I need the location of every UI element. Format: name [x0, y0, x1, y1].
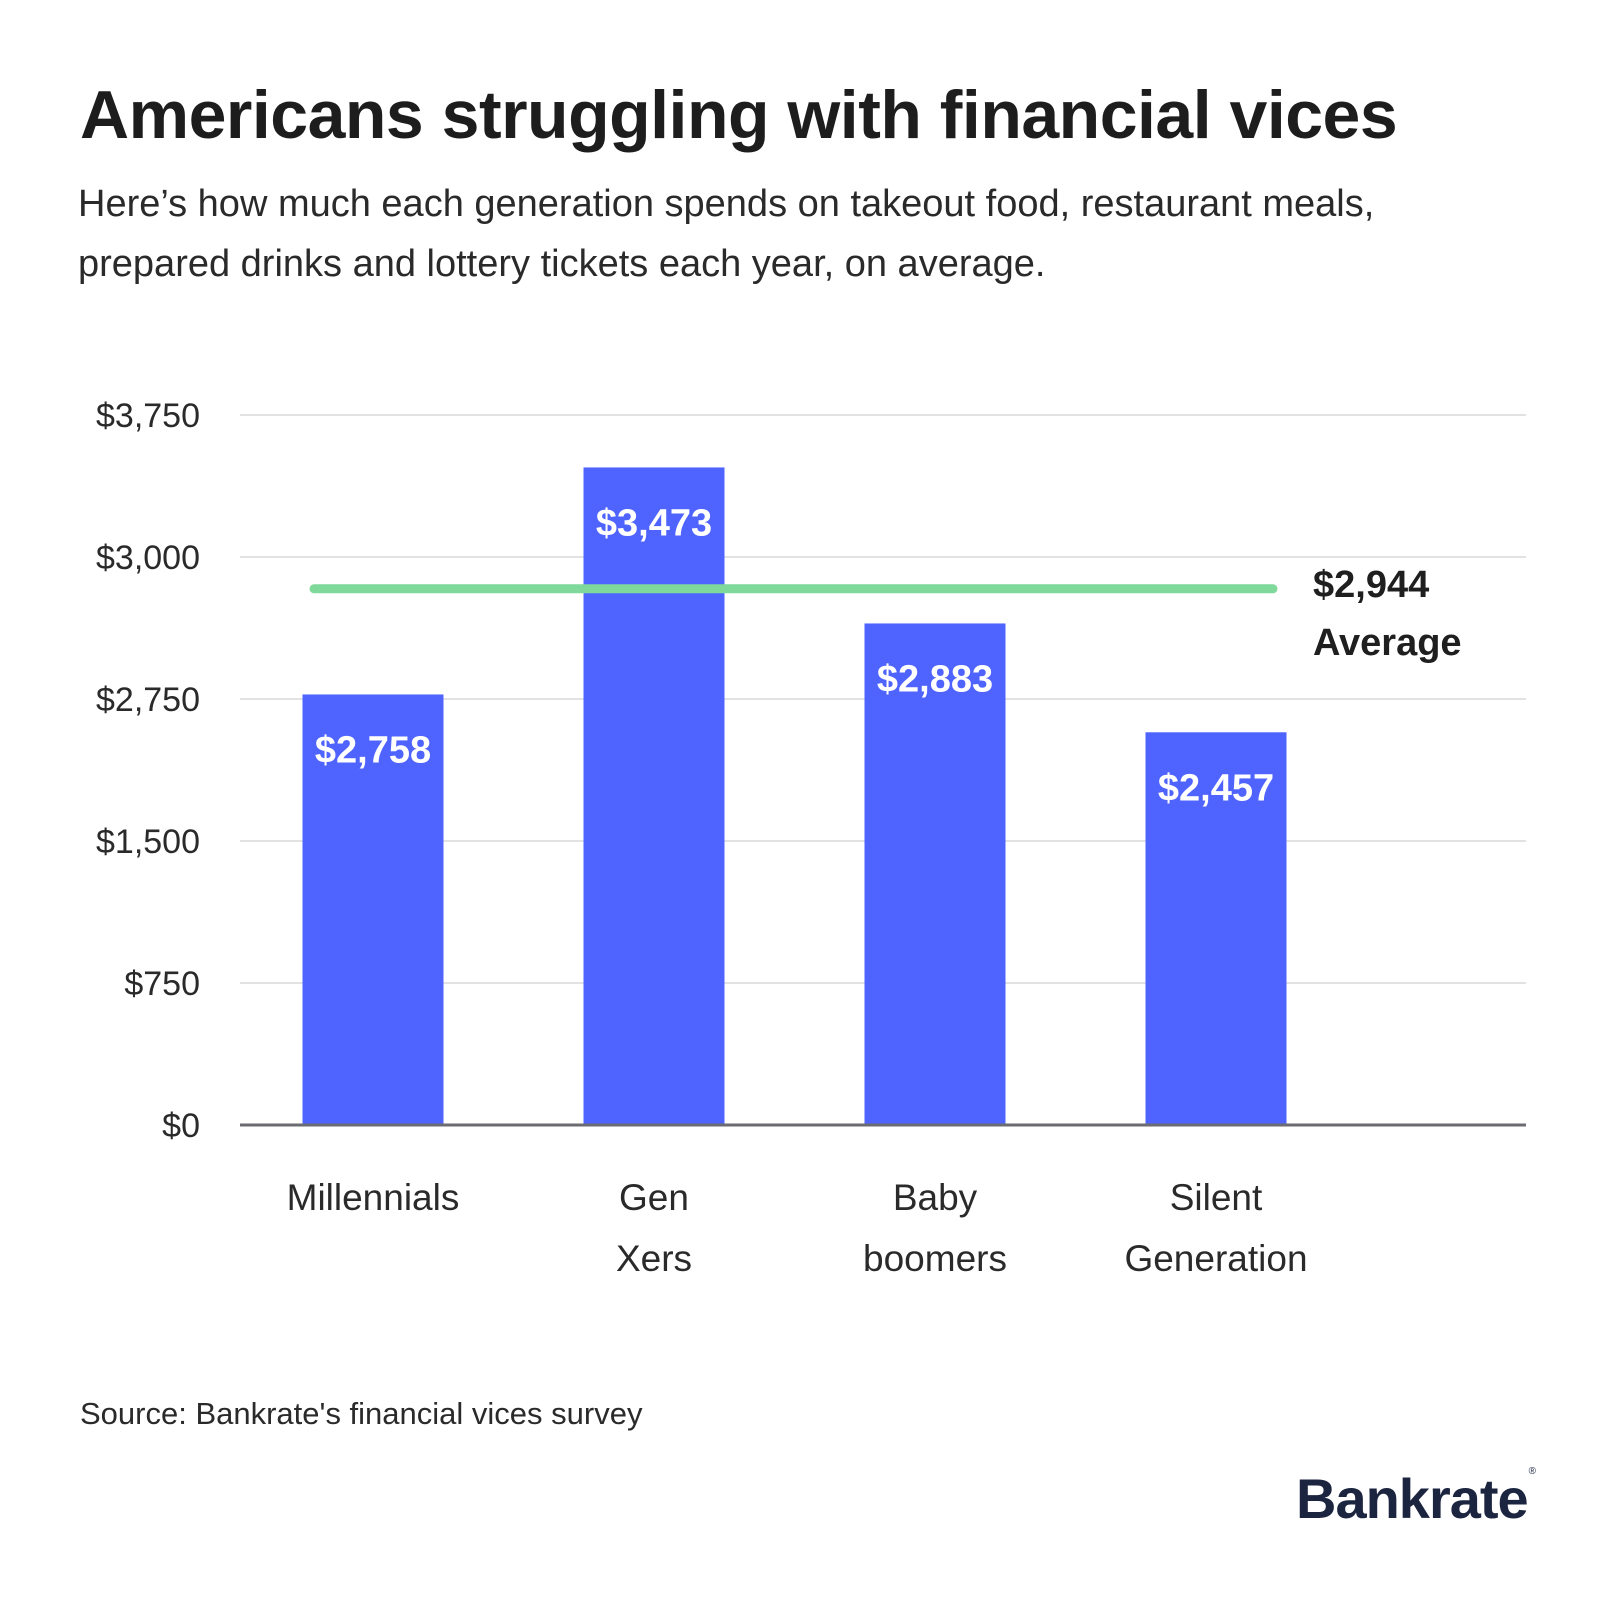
x-category-label: Silent [1170, 1177, 1263, 1218]
bar [583, 467, 725, 1126]
x-category-label: Generation [1124, 1238, 1307, 1279]
bar [1145, 732, 1287, 1125]
bar-value-label: $2,758 [315, 729, 431, 771]
y-tick-label: $3,000 [96, 539, 200, 577]
y-tick-label: $2,750 [96, 681, 200, 719]
brand-wordmark: Bankrate [1296, 1467, 1529, 1530]
x-category-label: Millennials [287, 1177, 460, 1218]
subtitle-line-2: prepared drinks and lottery tickets each… [78, 243, 1046, 285]
x-category-label: Baby [893, 1177, 978, 1218]
y-tick-label: $1,500 [96, 823, 200, 861]
y-tick-label: $3,750 [96, 397, 200, 435]
bar-value-label: $3,473 [596, 502, 712, 544]
bar-value-label: $2,457 [1158, 767, 1274, 809]
x-category-label: Gen [619, 1177, 689, 1218]
chart-subtitle: Here’s how much each generation spends o… [78, 174, 1538, 294]
x-category-label: Xers [616, 1238, 692, 1279]
source-note: Source: Bankrate's financial vices surve… [80, 1396, 643, 1431]
bar [864, 623, 1006, 1125]
average-value-label: $2,944 [1313, 564, 1429, 606]
subtitle-line-1: Here’s how much each generation spends o… [78, 183, 1375, 225]
bankrate-logo: Bankrate® [1296, 1466, 1536, 1531]
average-text-label: Average [1313, 622, 1462, 664]
y-tick-label: $750 [124, 965, 200, 1003]
bar-value-label: $2,883 [877, 658, 993, 700]
x-category-label: boomers [863, 1238, 1007, 1279]
bar [302, 694, 444, 1125]
registered-mark: ® [1528, 1466, 1536, 1477]
y-tick-label: $0 [162, 1107, 200, 1145]
chart-title: Americans struggling with financial vice… [80, 77, 1398, 153]
